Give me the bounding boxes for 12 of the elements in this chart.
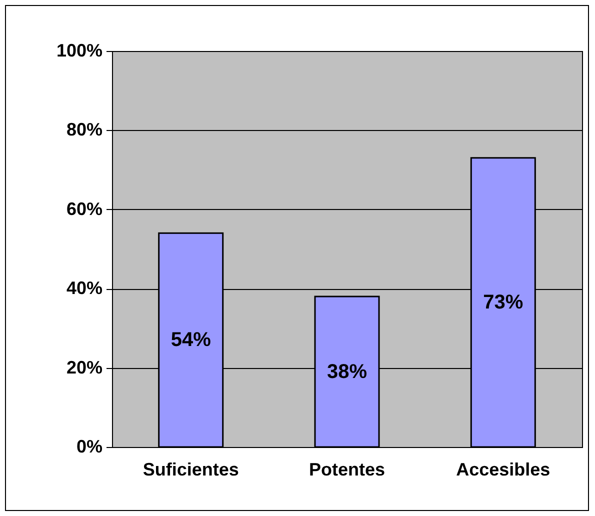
y-tick-label: 0% [76, 436, 102, 456]
y-tick-label: 80% [66, 120, 102, 140]
y-tick-label: 100% [56, 40, 102, 60]
x-tick-label: Suficientes [142, 460, 239, 480]
x-tick-label: Potentes [308, 460, 386, 480]
y-tick-label: 20% [66, 357, 102, 378]
data-label: 54% [170, 329, 212, 352]
y-tick-label: 60% [66, 198, 102, 219]
data-label: 73% [483, 291, 524, 314]
x-tick-label: Accesibles [456, 460, 550, 480]
y-tick-label: 40% [66, 278, 102, 298]
data-label: 38% [326, 360, 368, 383]
